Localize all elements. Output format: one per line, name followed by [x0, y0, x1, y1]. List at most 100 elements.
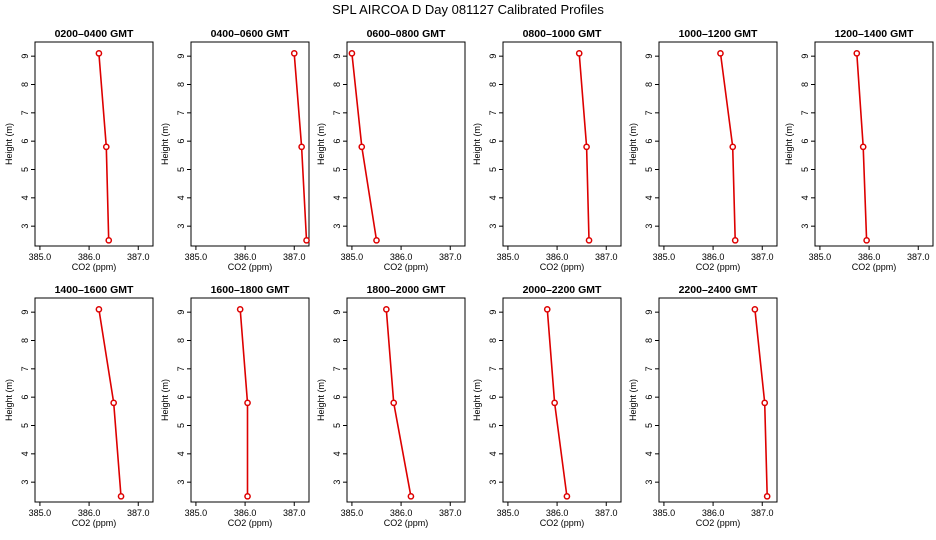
profile-point — [863, 236, 870, 244]
x-tick-label: 386.0 — [390, 252, 413, 262]
y-tick-label: 6 — [176, 395, 186, 400]
panel-title: 0600–0800 GMT — [367, 28, 446, 40]
y-tick-label: 3 — [176, 224, 186, 229]
x-tick-label: 386.0 — [78, 252, 101, 262]
y-tick-label: 8 — [176, 338, 186, 343]
plot-frame — [190, 41, 310, 247]
y-tick-label: 4 — [176, 451, 186, 456]
plot-frame — [658, 297, 778, 503]
y-tick-label: 3 — [176, 480, 186, 485]
y-tick-label: 4 — [488, 195, 498, 200]
y-tick-label: 6 — [332, 139, 342, 144]
y-tick-label: 9 — [20, 54, 30, 59]
y-tick-label: 3 — [488, 224, 498, 229]
profile-point — [105, 236, 113, 244]
y-tick-label: 3 — [488, 480, 498, 485]
y-tick-label: 5 — [800, 167, 810, 172]
x-tick-label: 387.0 — [439, 252, 462, 262]
profile-point — [382, 305, 390, 313]
x-tick-label: 386.0 — [234, 252, 257, 262]
y-axis-label: Height (m) — [628, 379, 638, 421]
y-axis-label: Height (m) — [316, 123, 326, 165]
panel-title: 1000–1200 GMT — [679, 28, 758, 40]
x-axis-label: CO2 (ppm) — [384, 518, 429, 528]
y-tick-label: 4 — [176, 195, 186, 200]
y-axis-label: Height (m) — [160, 379, 170, 421]
y-tick-label: 5 — [176, 167, 186, 172]
x-tick-label: 387.0 — [127, 252, 150, 262]
x-tick-label: 385.0 — [185, 508, 208, 518]
profile-point — [358, 143, 366, 151]
x-tick-label: 386.0 — [702, 508, 725, 518]
y-tick-label: 4 — [644, 451, 654, 456]
y-tick-label: 7 — [332, 110, 342, 115]
y-tick-label: 5 — [20, 167, 30, 172]
y-tick-label: 7 — [332, 366, 342, 371]
panel-3: 0800–1000 GMT 385.0 386.0 387.0 3 4 5 6 7 8 9 CO2 (… — [472, 28, 622, 272]
profile-point — [763, 492, 771, 500]
profile-point — [407, 492, 415, 500]
x-tick-label: 387.0 — [751, 508, 774, 518]
x-tick-label: 387.0 — [751, 252, 774, 262]
profile-point — [102, 143, 110, 151]
y-tick-label: 5 — [488, 167, 498, 172]
y-tick-label: 7 — [20, 366, 30, 371]
y-tick-label: 8 — [488, 338, 498, 343]
profile-line — [385, 309, 412, 497]
y-tick-label: 8 — [332, 82, 342, 87]
y-tick-label: 6 — [332, 395, 342, 400]
profile-point — [236, 305, 244, 313]
x-tick-label: 385.0 — [653, 252, 676, 262]
profile-point — [110, 399, 118, 407]
y-axis-label: Height (m) — [784, 123, 794, 165]
profile-point — [244, 399, 251, 407]
y-tick-label: 6 — [20, 395, 30, 400]
profile-point — [751, 305, 759, 313]
y-axis-label: Height (m) — [472, 379, 482, 421]
y-tick-label: 4 — [20, 195, 30, 200]
x-tick-label: 386.0 — [546, 252, 569, 262]
y-tick-label: 8 — [332, 338, 342, 343]
x-axis-label: CO2 (ppm) — [384, 262, 429, 272]
y-tick-label: 9 — [800, 54, 810, 59]
x-axis-label: CO2 (ppm) — [72, 262, 117, 272]
plot-frame — [502, 297, 622, 503]
profile-point — [729, 143, 737, 151]
panel-8: 1800–2000 GMT 385.0 386.0 387.0 3 4 5 6 7 8 9 CO2 (… — [316, 284, 466, 528]
plot-frame — [346, 297, 466, 503]
x-axis-label: CO2 (ppm) — [852, 262, 897, 272]
y-tick-label: 6 — [176, 139, 186, 144]
plot-frame — [658, 41, 778, 247]
y-tick-label: 6 — [488, 139, 498, 144]
panel-title: 1400–1600 GMT — [55, 284, 134, 296]
profile-point — [583, 143, 590, 151]
panel-10: 2200–2400 GMT 385.0 386.0 387.0 3 4 5 6 7 8 9 CO2 (… — [628, 284, 778, 528]
y-tick-label: 3 — [800, 224, 810, 229]
y-tick-label: 9 — [644, 54, 654, 59]
y-tick-label: 4 — [644, 195, 654, 200]
x-tick-label: 385.0 — [809, 252, 832, 262]
panel-9: 2000–2200 GMT 385.0 386.0 387.0 3 4 5 6 7 8 9 CO2 (… — [472, 284, 622, 528]
y-tick-label: 7 — [20, 110, 30, 115]
profile-point — [761, 399, 769, 407]
y-tick-label: 6 — [20, 139, 30, 144]
profile-point — [717, 49, 724, 57]
plot-frame — [190, 297, 310, 503]
y-tick-label: 5 — [644, 167, 654, 172]
profile-point — [543, 305, 551, 313]
y-tick-label: 7 — [644, 366, 654, 371]
x-tick-label: 385.0 — [341, 252, 364, 262]
y-tick-label: 9 — [488, 310, 498, 315]
profile-point — [95, 305, 103, 313]
y-tick-label: 5 — [332, 167, 342, 172]
y-tick-label: 3 — [332, 480, 342, 485]
x-tick-label: 386.0 — [858, 252, 881, 262]
x-tick-label: 387.0 — [595, 508, 618, 518]
y-tick-label: 3 — [20, 224, 30, 229]
y-tick-label: 9 — [176, 310, 186, 315]
x-tick-label: 385.0 — [29, 508, 52, 518]
profile-point — [298, 143, 305, 151]
y-tick-label: 8 — [20, 82, 30, 87]
y-tick-label: 6 — [644, 139, 654, 144]
